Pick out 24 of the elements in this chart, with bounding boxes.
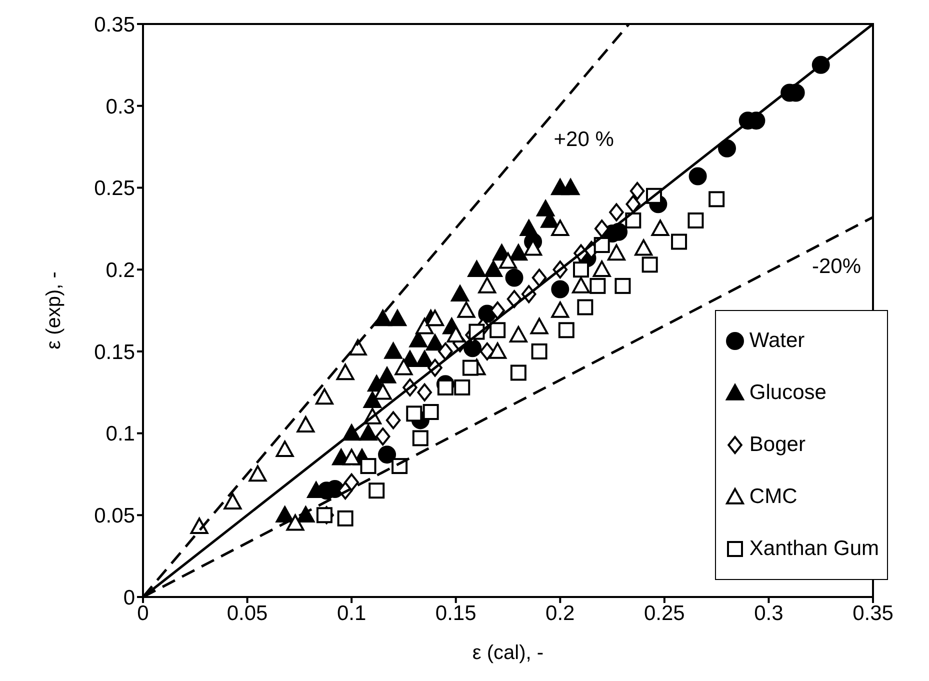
- x-tick-label: 0.25: [644, 602, 685, 625]
- x-tick-label: 0.2: [546, 602, 575, 625]
- legend-label: Glucose: [749, 381, 826, 405]
- legend-label: Xanthan Gum: [749, 537, 879, 561]
- x-tick-label: 0.3: [754, 602, 784, 625]
- annotation: +20 %: [554, 128, 614, 152]
- x-axis-title: ε (cal), -: [472, 642, 544, 664]
- y-tick-label: 0.3: [106, 95, 135, 118]
- x-tick-label: 0.05: [226, 602, 268, 625]
- legend-label: Boger: [749, 433, 806, 457]
- annotation: -20%: [812, 255, 862, 278]
- legend-label: Water: [749, 329, 805, 353]
- y-tick-label: 0.25: [94, 177, 135, 200]
- y-tick-label: 0.1: [106, 422, 135, 446]
- y-axis-title: ε (exp), -: [43, 272, 66, 350]
- x-tick-label: 0.15: [435, 602, 476, 625]
- x-tick-label: 0.35: [852, 602, 894, 625]
- y-tick-label: 0.2: [106, 259, 135, 282]
- x-tick-label: 0.1: [336, 602, 366, 625]
- y-tick-label: 0: [123, 586, 135, 610]
- y-tick-label: 0.05: [94, 504, 135, 528]
- legend-label: CMC: [749, 485, 798, 509]
- y-tick-label: 0.35: [94, 13, 135, 36]
- y-tick-label: 0.15: [94, 340, 135, 364]
